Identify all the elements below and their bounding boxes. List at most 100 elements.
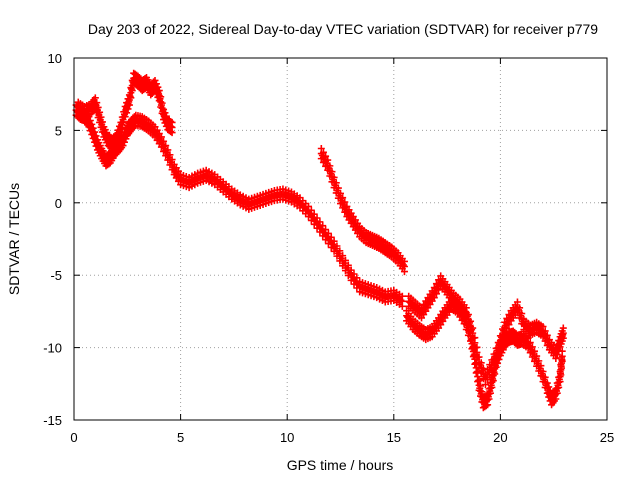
data-point bbox=[462, 304, 470, 312]
axis-ticks: 0 5 10 15 20 25 10 5 0 -5 -10 -15 bbox=[43, 51, 614, 445]
data-point bbox=[162, 142, 170, 150]
data-point bbox=[490, 360, 498, 368]
data-point bbox=[332, 179, 340, 187]
data-points bbox=[72, 69, 567, 412]
data-point bbox=[324, 229, 332, 237]
data-point bbox=[539, 367, 547, 375]
data-point bbox=[151, 76, 159, 84]
data-point bbox=[541, 373, 549, 381]
data-point bbox=[353, 274, 361, 282]
data-point bbox=[166, 151, 174, 159]
y-tick-label: 5 bbox=[55, 123, 62, 138]
data-point bbox=[478, 388, 486, 396]
data-point bbox=[120, 138, 128, 146]
data-point bbox=[471, 334, 479, 342]
data-point bbox=[505, 321, 513, 329]
data-point bbox=[399, 261, 407, 269]
data-point bbox=[307, 206, 315, 214]
data-point bbox=[86, 117, 94, 125]
data-point bbox=[481, 381, 489, 389]
data-point bbox=[398, 292, 406, 300]
data-point bbox=[477, 382, 485, 390]
y-tick-label: -15 bbox=[43, 413, 62, 428]
data-point bbox=[488, 366, 496, 374]
series-track-evening-upper bbox=[405, 272, 567, 389]
data-point bbox=[317, 145, 325, 152]
data-point bbox=[543, 331, 551, 339]
data-point bbox=[553, 351, 561, 359]
data-point bbox=[161, 109, 169, 117]
data-point bbox=[155, 87, 163, 95]
data-point bbox=[484, 401, 492, 409]
data-point bbox=[94, 103, 102, 111]
data-point bbox=[334, 184, 342, 192]
data-point bbox=[319, 222, 327, 230]
data-point bbox=[486, 389, 494, 397]
plot-frame bbox=[73, 57, 608, 421]
data-point bbox=[556, 378, 564, 386]
data-point bbox=[168, 129, 176, 137]
data-point bbox=[339, 252, 347, 260]
data-point bbox=[485, 395, 493, 403]
data-point bbox=[127, 94, 135, 102]
data-point bbox=[555, 347, 563, 355]
data-point bbox=[467, 317, 475, 325]
data-point bbox=[464, 311, 472, 319]
data-point bbox=[330, 173, 338, 181]
y-tick-label: -5 bbox=[50, 268, 62, 283]
data-point bbox=[122, 135, 130, 143]
data-point bbox=[469, 324, 477, 332]
data-point bbox=[545, 383, 553, 391]
data-point bbox=[347, 266, 355, 274]
data-point bbox=[501, 328, 509, 336]
data-point bbox=[98, 118, 106, 126]
y-tick-label: 0 bbox=[55, 196, 62, 211]
data-point bbox=[539, 323, 547, 331]
data-point bbox=[488, 383, 496, 391]
data-point bbox=[344, 261, 352, 269]
data-point bbox=[120, 118, 128, 126]
data-point bbox=[537, 362, 545, 370]
data-point bbox=[115, 132, 123, 140]
y-tick-label: 10 bbox=[48, 51, 62, 66]
data-point bbox=[330, 237, 338, 245]
data-point bbox=[119, 142, 127, 150]
data-point bbox=[400, 268, 408, 276]
data-point bbox=[494, 359, 502, 367]
data-point bbox=[558, 364, 566, 372]
data-point bbox=[97, 113, 105, 121]
data-point bbox=[113, 140, 121, 148]
data-point bbox=[473, 343, 481, 351]
x-tick-label: 10 bbox=[280, 430, 294, 445]
data-point bbox=[164, 146, 172, 154]
data-point bbox=[92, 132, 100, 140]
data-point bbox=[555, 383, 563, 391]
data-point bbox=[168, 156, 176, 164]
data-point bbox=[543, 379, 551, 387]
data-point bbox=[341, 256, 349, 264]
data-point bbox=[531, 347, 539, 355]
data-point bbox=[518, 310, 526, 318]
data-point bbox=[117, 129, 125, 137]
y-axis-label: SDTVAR / TECUs bbox=[6, 183, 22, 295]
data-point bbox=[89, 124, 97, 132]
x-tick-label: 25 bbox=[600, 430, 614, 445]
data-point bbox=[503, 325, 511, 333]
data-point bbox=[435, 286, 443, 294]
data-point bbox=[489, 377, 497, 385]
data-point bbox=[528, 343, 536, 351]
data-point bbox=[341, 198, 349, 206]
data-point bbox=[91, 128, 99, 136]
data-point bbox=[322, 226, 330, 234]
data-point bbox=[350, 270, 358, 278]
data-point bbox=[324, 156, 332, 164]
data-point bbox=[114, 136, 122, 144]
data-point bbox=[305, 202, 313, 210]
data-point bbox=[475, 353, 483, 361]
data-point bbox=[328, 168, 336, 176]
data-point bbox=[121, 113, 129, 121]
data-point bbox=[158, 99, 166, 107]
data-point bbox=[96, 108, 104, 116]
data-point bbox=[526, 339, 534, 347]
